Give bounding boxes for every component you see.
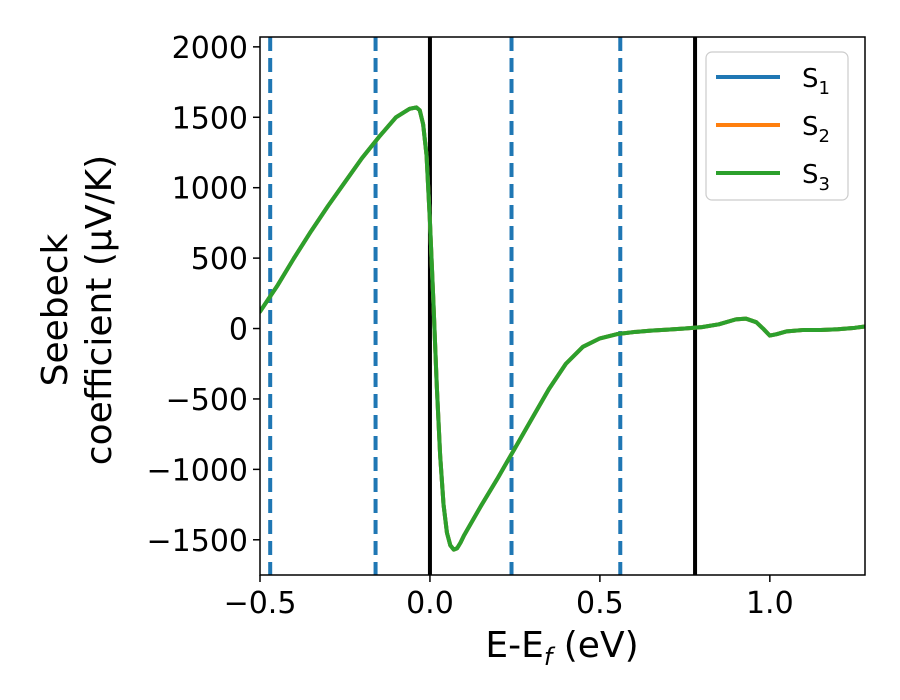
legend-label-sub: 3 (819, 174, 830, 195)
x-axis-title-unit: (eV) (552, 625, 638, 666)
x-axis: −0.5 0.0 0.5 1.0 (224, 575, 794, 621)
y-axis: −1500 −1000 −500 0 500 1000 1500 2000 (147, 31, 260, 559)
y-tick-label: 1000 (172, 172, 248, 207)
legend-label-main: S (802, 112, 819, 142)
series-line-s3 (260, 105, 865, 552)
plot-frame (259, 36, 866, 576)
legend-label-s3: S3 (802, 160, 830, 195)
x-tick-label: −0.5 (224, 586, 297, 621)
y-tick-label: −1500 (147, 524, 248, 559)
legend-label-main: S (802, 64, 819, 94)
series-layer (260, 105, 865, 552)
legend-label-sub: 2 (819, 126, 830, 147)
legend-label-sub: 1 (819, 78, 830, 99)
y-axis-title-line1: Seebeck (35, 233, 76, 386)
y-tick-label: 500 (191, 242, 248, 277)
x-tick-label: 1.0 (746, 586, 794, 621)
y-tick-label: −1000 (147, 453, 248, 488)
legend-label-s1: S1 (802, 64, 830, 99)
y-tick-label: 2000 (172, 31, 248, 66)
y-tick-label: −500 (166, 383, 248, 418)
x-tick-label: 0.5 (576, 586, 624, 621)
legend-label-s2: S2 (802, 112, 830, 147)
y-axis-title: Seebeck coefficient (μV/K) (35, 155, 120, 465)
x-axis-title: E-Ef (eV) (485, 625, 638, 671)
legend-label-main: S (802, 160, 819, 190)
reference-lines (268, 37, 698, 575)
x-axis-title-main: E-E (485, 625, 543, 666)
y-axis-title-line2: coefficient (μV/K) (79, 155, 120, 465)
x-tick-label: 0.0 (406, 586, 454, 621)
y-tick-label: 1500 (172, 101, 248, 136)
y-tick-label: 0 (229, 313, 248, 348)
